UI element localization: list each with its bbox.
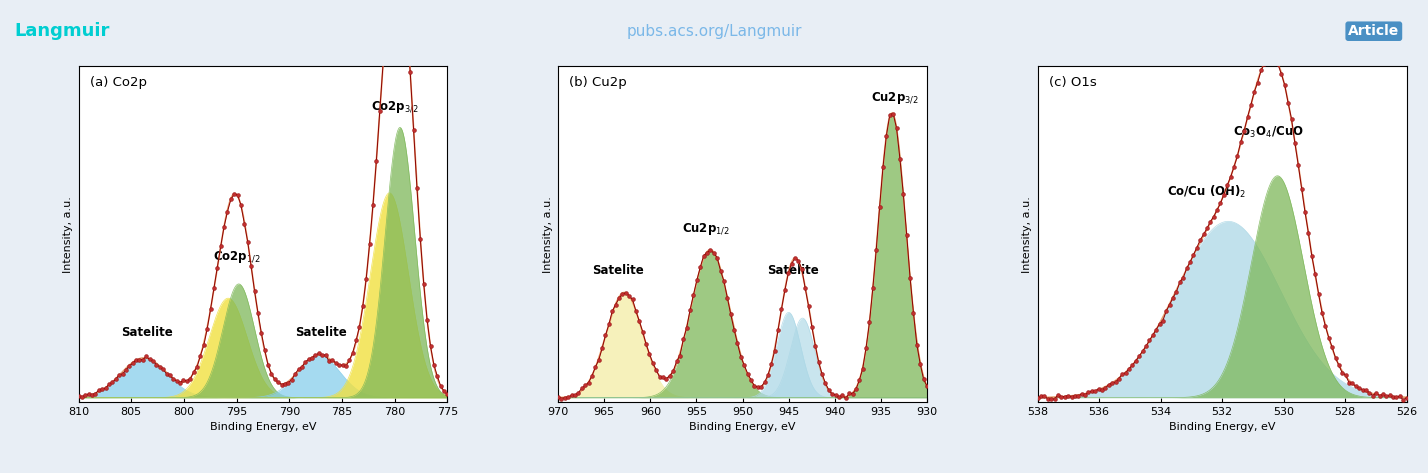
Text: Article: Article <box>1348 24 1399 38</box>
Text: Co2p$_{1/2}$: Co2p$_{1/2}$ <box>213 250 260 265</box>
Text: pubs.acs.org/Langmuir: pubs.acs.org/Langmuir <box>627 24 801 39</box>
Text: Cu2p$_{3/2}$: Cu2p$_{3/2}$ <box>871 90 918 106</box>
Text: Satelite: Satelite <box>296 326 347 340</box>
Text: Cu2p$_{1/2}$: Cu2p$_{1/2}$ <box>681 221 730 237</box>
Text: Co2p$_{3/2}$: Co2p$_{3/2}$ <box>371 99 418 114</box>
Text: Satelite: Satelite <box>593 264 644 277</box>
X-axis label: Binding Energy, eV: Binding Energy, eV <box>1170 422 1275 432</box>
Text: (a) Co2p: (a) Co2p <box>90 76 147 89</box>
Y-axis label: Intensity, a.u.: Intensity, a.u. <box>1022 196 1032 272</box>
Text: (b) Cu2p: (b) Cu2p <box>570 76 627 89</box>
X-axis label: Binding Energy, eV: Binding Energy, eV <box>210 422 316 432</box>
Text: Co$_3$O$_4$/CuO: Co$_3$O$_4$/CuO <box>1232 125 1304 140</box>
Text: Co/Cu (OH)$_2$: Co/Cu (OH)$_2$ <box>1167 184 1247 200</box>
Y-axis label: Intensity, a.u.: Intensity, a.u. <box>63 196 73 272</box>
Text: (c) O1s: (c) O1s <box>1048 76 1097 89</box>
Y-axis label: Intensity, a.u.: Intensity, a.u. <box>543 196 553 272</box>
X-axis label: Binding Energy, eV: Binding Energy, eV <box>690 422 795 432</box>
Text: Langmuir: Langmuir <box>14 22 110 40</box>
Text: Satelite: Satelite <box>767 264 820 277</box>
Text: Satelite: Satelite <box>121 326 173 340</box>
